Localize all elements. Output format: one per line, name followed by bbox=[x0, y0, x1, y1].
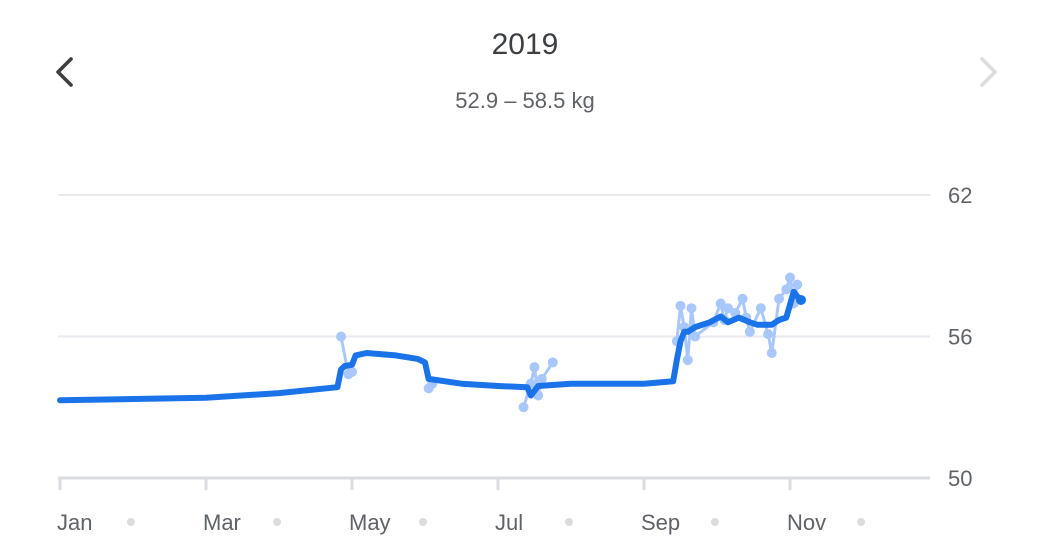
x-month-dot bbox=[419, 518, 427, 526]
measurement-point bbox=[737, 293, 748, 304]
y-tick-label-62: 62 bbox=[948, 183, 972, 208]
measurement-point bbox=[722, 303, 733, 314]
measurement-point bbox=[518, 402, 529, 413]
page-title: 2019 bbox=[491, 28, 559, 61]
measurement-point bbox=[744, 326, 755, 337]
measurement-point bbox=[682, 355, 693, 366]
measurement-point bbox=[675, 300, 686, 311]
x-month-dot bbox=[857, 518, 865, 526]
measurement-point bbox=[690, 331, 701, 342]
measurement-point bbox=[715, 298, 726, 309]
measurement-point bbox=[774, 293, 785, 304]
x-tick-label: Jul bbox=[495, 510, 523, 535]
x-month-dot bbox=[711, 518, 719, 526]
measurement-point bbox=[347, 366, 357, 377]
chevron-left-icon bbox=[56, 57, 73, 87]
x-tick-label: Nov bbox=[787, 510, 826, 535]
measurement-connector bbox=[339, 276, 799, 409]
chevron-right-icon bbox=[980, 57, 997, 87]
trend-line bbox=[57, 288, 804, 404]
y-tick-label-50: 50 bbox=[948, 466, 972, 491]
x-tick-label: Sep bbox=[641, 510, 680, 535]
measurement-point bbox=[781, 284, 792, 295]
x-tick-label: May bbox=[349, 510, 391, 535]
measurement-point bbox=[766, 348, 777, 359]
x-month-dot bbox=[273, 518, 281, 526]
previous-year-button[interactable] bbox=[44, 50, 88, 94]
header: 2019 52.9 – 58.5 kg bbox=[0, 0, 1050, 130]
weight-range-subtitle: 52.9 – 58.5 kg bbox=[455, 88, 595, 113]
measurement-point bbox=[536, 373, 547, 384]
trend-end-point bbox=[795, 294, 806, 305]
measurement-point bbox=[547, 357, 558, 368]
measurement-point bbox=[785, 272, 795, 283]
x-month-dot bbox=[565, 518, 573, 526]
measurement-point bbox=[686, 303, 697, 314]
next-year-button[interactable] bbox=[966, 50, 1010, 94]
y-tick-label-56: 56 bbox=[948, 325, 972, 350]
x-tick-label: Mar bbox=[203, 510, 241, 535]
measurement-point bbox=[755, 303, 766, 314]
x-month-dot bbox=[127, 518, 135, 526]
measurement-point bbox=[529, 362, 540, 373]
measurement-point bbox=[792, 279, 803, 290]
measurement-point bbox=[336, 331, 347, 342]
measurement-point bbox=[763, 329, 774, 340]
x-tick-label: Jan bbox=[57, 510, 92, 535]
